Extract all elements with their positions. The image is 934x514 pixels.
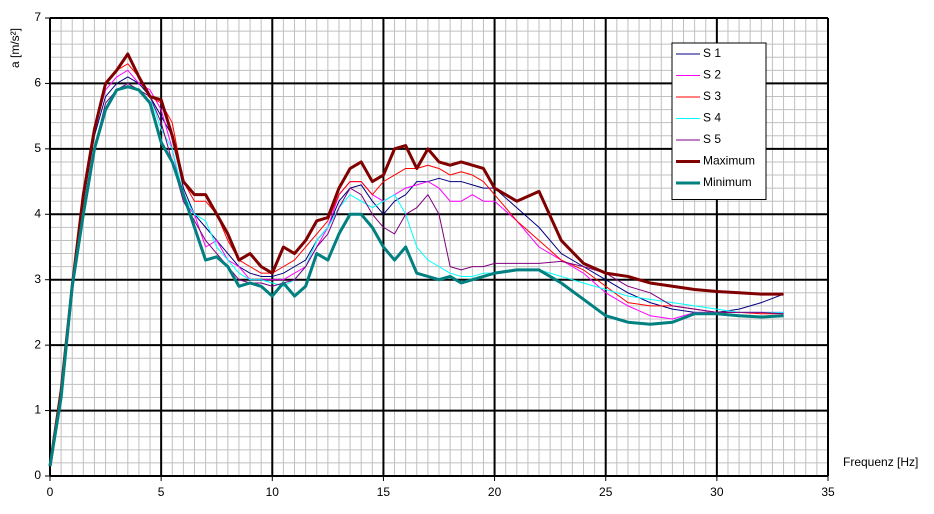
y-tick-label: 0: [34, 468, 41, 482]
series-line: [48, 52, 784, 467]
y-tick-label: 6: [34, 76, 41, 90]
x-tick-label: 15: [377, 485, 391, 499]
y-tick-label: 2: [34, 337, 41, 351]
x-tick-label: 5: [158, 485, 165, 499]
y-tick-label: 5: [34, 141, 41, 155]
x-tick-label: 20: [488, 485, 502, 499]
x-tick-label: 25: [599, 485, 613, 499]
legend-box: [671, 42, 767, 200]
series-line: [48, 85, 784, 467]
y-tick-label: 1: [34, 403, 41, 417]
legend-label: S 2: [703, 68, 721, 82]
y-axis-label: a [m/s²]: [8, 28, 22, 68]
y-tick-label: 3: [34, 272, 41, 286]
legend-label: S 1: [703, 46, 721, 60]
x-tick-label: 10: [266, 485, 280, 499]
legend-label: Minimum: [703, 175, 752, 189]
x-tick-label: 30: [710, 485, 724, 499]
y-tick-label: 7: [34, 10, 41, 24]
x-axis-label: Frequenz [Hz]: [843, 455, 918, 469]
legend-label: Maximum: [703, 154, 755, 168]
y-tick-label: 4: [34, 206, 41, 220]
legend-label: S 3: [703, 89, 721, 103]
legend-label: S 5: [703, 132, 721, 146]
legend-label: S 4: [703, 111, 721, 125]
x-tick-label: 0: [47, 485, 54, 499]
x-tick-label: 35: [821, 485, 835, 499]
